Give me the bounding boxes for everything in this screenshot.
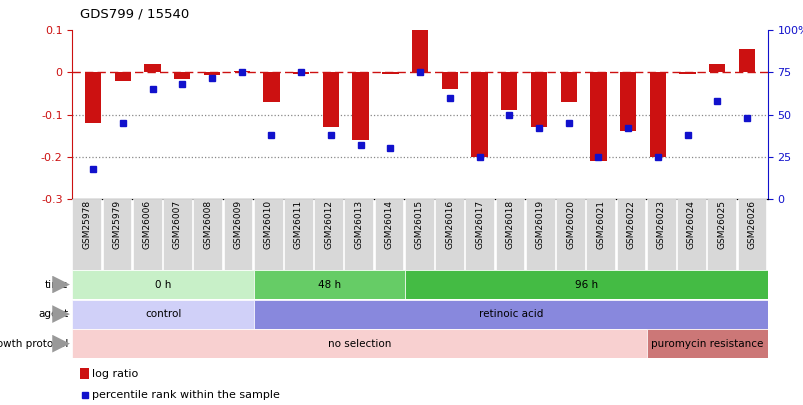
Bar	[738, 49, 754, 72]
Text: GSM26007: GSM26007	[173, 200, 181, 249]
Bar	[174, 72, 190, 79]
Bar	[405, 270, 767, 299]
Bar	[441, 72, 458, 90]
Text: GSM26015: GSM26015	[414, 200, 423, 249]
Text: 0 h: 0 h	[155, 280, 171, 290]
Bar	[560, 72, 576, 102]
Bar	[72, 329, 646, 358]
Bar	[254, 199, 282, 270]
Text: GSM26024: GSM26024	[686, 200, 695, 249]
Bar	[708, 64, 724, 72]
Bar	[619, 72, 635, 132]
Polygon shape	[52, 335, 70, 352]
Bar	[72, 199, 101, 270]
Text: 96 h: 96 h	[574, 280, 597, 290]
Bar	[254, 300, 767, 329]
Bar	[646, 199, 675, 270]
Bar	[132, 199, 161, 270]
Bar	[263, 72, 279, 102]
Bar	[646, 329, 767, 358]
Bar	[283, 199, 312, 270]
Polygon shape	[52, 305, 70, 323]
Bar	[556, 199, 584, 270]
Bar	[72, 300, 254, 329]
Bar	[405, 199, 433, 270]
Polygon shape	[52, 276, 70, 293]
Bar	[145, 64, 161, 72]
Text: GSM26013: GSM26013	[354, 200, 363, 249]
Text: GSM26014: GSM26014	[384, 200, 393, 249]
Text: GSM26020: GSM26020	[565, 200, 574, 249]
Bar	[85, 72, 101, 123]
Bar	[72, 270, 254, 299]
Text: retinoic acid: retinoic acid	[478, 309, 542, 320]
Text: GSM26021: GSM26021	[596, 200, 605, 249]
Bar	[115, 72, 131, 81]
Bar	[530, 72, 547, 127]
Bar	[434, 199, 463, 270]
Text: GSM26018: GSM26018	[505, 200, 514, 249]
Bar	[352, 72, 369, 140]
Text: GDS799 / 15540: GDS799 / 15540	[80, 8, 190, 21]
Text: GSM26022: GSM26022	[626, 200, 634, 249]
Text: percentile rank within the sample: percentile rank within the sample	[92, 390, 280, 400]
Bar	[254, 270, 405, 299]
Text: no selection: no selection	[328, 339, 391, 349]
Text: time: time	[45, 279, 68, 290]
Bar	[585, 199, 614, 270]
Bar	[322, 72, 339, 127]
Bar	[193, 199, 222, 270]
Text: GSM26010: GSM26010	[263, 200, 272, 249]
Bar	[103, 199, 131, 270]
Text: GSM26017: GSM26017	[475, 200, 483, 249]
Bar	[381, 72, 398, 74]
Bar	[589, 72, 605, 161]
Bar	[223, 199, 252, 270]
Bar	[374, 199, 403, 270]
Bar	[204, 72, 220, 75]
Text: GSM26026: GSM26026	[747, 200, 756, 249]
Text: GSM25978: GSM25978	[82, 200, 91, 249]
Text: GSM26011: GSM26011	[294, 200, 303, 249]
Bar	[411, 30, 428, 72]
Bar	[344, 199, 373, 270]
Bar	[500, 72, 517, 111]
Bar	[707, 199, 736, 270]
Text: control: control	[145, 309, 181, 320]
Bar	[292, 72, 309, 74]
Bar	[676, 199, 705, 270]
Text: log ratio: log ratio	[92, 369, 139, 379]
Text: growth protocol: growth protocol	[0, 339, 68, 349]
Bar	[163, 199, 192, 270]
Bar	[314, 199, 343, 270]
Text: GSM26025: GSM26025	[716, 200, 725, 249]
Text: GSM26008: GSM26008	[203, 200, 212, 249]
Bar	[616, 199, 645, 270]
Text: 48 h: 48 h	[317, 280, 340, 290]
Bar	[525, 199, 554, 270]
Text: GSM25979: GSM25979	[112, 200, 121, 249]
Bar	[465, 199, 494, 270]
Text: GSM26009: GSM26009	[233, 200, 243, 249]
Text: GSM26023: GSM26023	[656, 200, 665, 249]
Bar	[80, 368, 89, 379]
Bar	[471, 72, 487, 157]
Text: GSM26012: GSM26012	[324, 200, 332, 249]
Text: GSM26016: GSM26016	[445, 200, 454, 249]
Bar	[495, 199, 524, 270]
Bar	[736, 199, 765, 270]
Bar	[679, 72, 695, 74]
Text: puromycin resistance: puromycin resistance	[650, 339, 763, 349]
Text: GSM26006: GSM26006	[142, 200, 152, 249]
Bar	[234, 71, 250, 72]
Bar	[649, 72, 665, 157]
Text: agent: agent	[39, 309, 68, 319]
Text: GSM26019: GSM26019	[535, 200, 544, 249]
